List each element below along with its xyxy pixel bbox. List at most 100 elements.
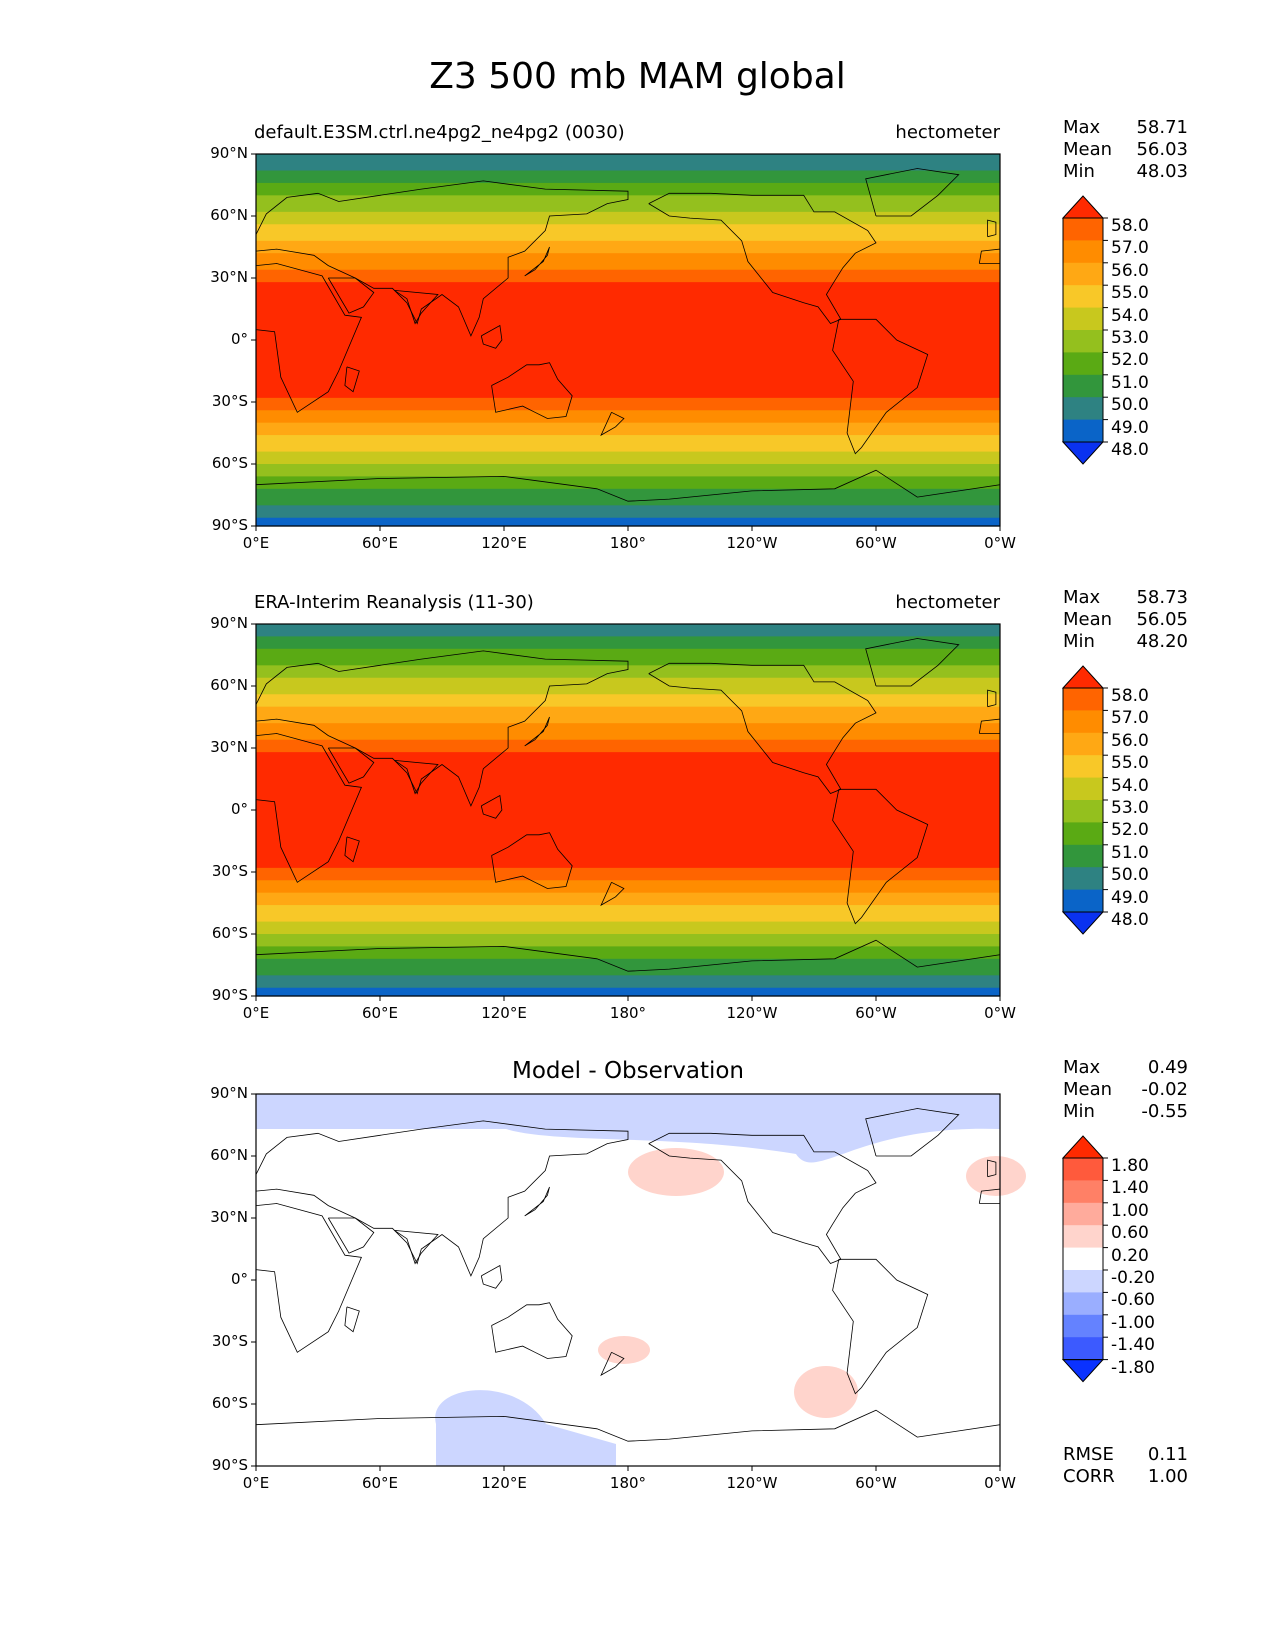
field-band-0-48 — [256, 253, 1000, 258]
colorbar-segment — [1063, 1202, 1103, 1226]
field-band-1-132 — [256, 896, 1000, 902]
colorbar-label: 56.0 — [1111, 730, 1149, 751]
x-tick-label: 180° — [609, 1004, 647, 1022]
stat-min-label: Min — [1063, 161, 1095, 182]
field-band-1-0 — [256, 624, 1000, 629]
field-band-0-44 — [256, 244, 1000, 250]
coastline-2-9 — [480, 1264, 503, 1289]
colorbar-top-extend — [1061, 665, 1105, 689]
field-band-0-176 — [256, 517, 1000, 523]
field-band-1-64 — [256, 756, 1000, 761]
x-tick-label: 0°E — [242, 1004, 270, 1022]
colorbar-segment — [1063, 352, 1103, 376]
field-band-1-158 — [256, 950, 1000, 956]
field-band-1-148 — [256, 929, 1000, 935]
colorbar-top-extend — [1061, 195, 1105, 219]
field-band-1-146 — [256, 925, 1000, 931]
coastline-0-4 — [491, 362, 573, 419]
field-band-1-94 — [256, 818, 1000, 823]
coastline-2-5 — [648, 1132, 877, 1264]
colorbar-label: 51.0 — [1111, 372, 1149, 393]
field-band-1-176 — [256, 987, 1000, 993]
x-tick-label: 0°E — [242, 534, 270, 552]
field-band-0-74 — [256, 306, 1000, 312]
colorbar-label: 56.0 — [1111, 260, 1149, 281]
y-tick-label: 30°S — [211, 862, 248, 880]
field-band-1-74 — [256, 776, 1000, 782]
field-band-0-34 — [256, 224, 1000, 229]
field-band-1-152 — [256, 938, 1000, 943]
field-band-0-56 — [256, 269, 1000, 275]
coastline-2-11 — [600, 1351, 625, 1377]
colorbar-segment — [1063, 867, 1103, 891]
coastline-1-9 — [480, 794, 503, 819]
coastline-0-9 — [480, 324, 503, 349]
field-band-0-66 — [256, 290, 1000, 296]
y-tick-label: 0° — [230, 800, 248, 818]
field-band-1-82 — [256, 793, 1000, 799]
colorbar-segment — [1063, 1225, 1103, 1249]
stat-max-label: Max — [1063, 1057, 1101, 1078]
field-band-0-78 — [256, 315, 1000, 320]
diff-background — [256, 1094, 1000, 1466]
coastline-0-0 — [255, 263, 362, 413]
field-band-1-102 — [256, 834, 1000, 840]
field-band-1-10 — [256, 644, 1000, 650]
field-band-0-92 — [256, 344, 1000, 349]
colorbar-segment — [1063, 307, 1103, 331]
panel-diff-title: Model - Observation — [511, 1058, 745, 1084]
colorbar-label: -1.80 — [1111, 1357, 1155, 1378]
x-tick-label: 60°E — [361, 534, 399, 552]
field-band-1-54 — [256, 735, 1000, 741]
x-tick-label: 180° — [609, 534, 647, 552]
stat-max-value: 58.73 — [1136, 587, 1188, 608]
field-band-0-46 — [256, 249, 1000, 254]
field-band-0-108 — [256, 377, 1000, 382]
field-band-1-136 — [256, 905, 1000, 910]
stat-max-value: 0.49 — [1147, 1057, 1188, 1078]
stat-mean-value: 56.05 — [1136, 609, 1188, 630]
field-band-0-88 — [256, 335, 1000, 341]
colorbar-bottom-extend — [1061, 1359, 1105, 1383]
colorbar-label: -0.20 — [1111, 1268, 1155, 1288]
colorbar-segment — [1063, 1158, 1103, 1181]
field-band-0-50 — [256, 257, 1000, 263]
colorbar-label: 1.00 — [1111, 1200, 1149, 1221]
field-band-1-122 — [256, 876, 1000, 881]
colorbar-label: -1.40 — [1111, 1335, 1155, 1356]
diff-positive-blob-1 — [966, 1156, 1026, 1196]
colorbar-segment — [1063, 374, 1103, 398]
stat-max-label: Max — [1063, 117, 1101, 138]
x-tick-label: 60°E — [361, 1474, 399, 1492]
field-band-0-154 — [256, 472, 1000, 477]
field-band-1-170 — [256, 975, 1000, 981]
field-band-1-162 — [256, 958, 1000, 964]
colorbar-segment — [1063, 218, 1103, 241]
x-tick-label: 120°W — [726, 534, 778, 552]
colorbar-segment — [1063, 397, 1103, 421]
colorbar-label: -1.00 — [1111, 1312, 1155, 1333]
map-frame-0 — [255, 153, 1001, 527]
field-band-0-36 — [256, 228, 1000, 234]
field-band-0-118 — [256, 397, 1000, 403]
diff-south-negative — [435, 1390, 616, 1466]
field-band-1-130 — [256, 892, 1000, 898]
field-band-1-88 — [256, 805, 1000, 811]
field-band-0-16 — [256, 187, 1000, 192]
colorbar-segment — [1063, 1314, 1103, 1338]
colorbar-segment — [1063, 1180, 1103, 1204]
panel-obs-title: ERA-Interim Reanalysis (11-30) — [254, 592, 534, 613]
x-tick-label: 60°W — [855, 534, 897, 552]
field-band-0-30 — [256, 216, 1000, 221]
field-band-0-70 — [256, 298, 1000, 304]
field-band-0-102 — [256, 364, 1000, 370]
map-frame-1 — [255, 623, 1001, 997]
y-tick-label: 60°N — [210, 206, 248, 224]
colorbar-segment — [1063, 419, 1103, 443]
coastline-1-7 — [865, 638, 960, 687]
field-band-1-126 — [256, 884, 1000, 890]
x-tick-label: 120°W — [726, 1474, 778, 1492]
field-band-0-160 — [256, 484, 1000, 490]
y-tick-label: 60°S — [211, 1394, 248, 1412]
